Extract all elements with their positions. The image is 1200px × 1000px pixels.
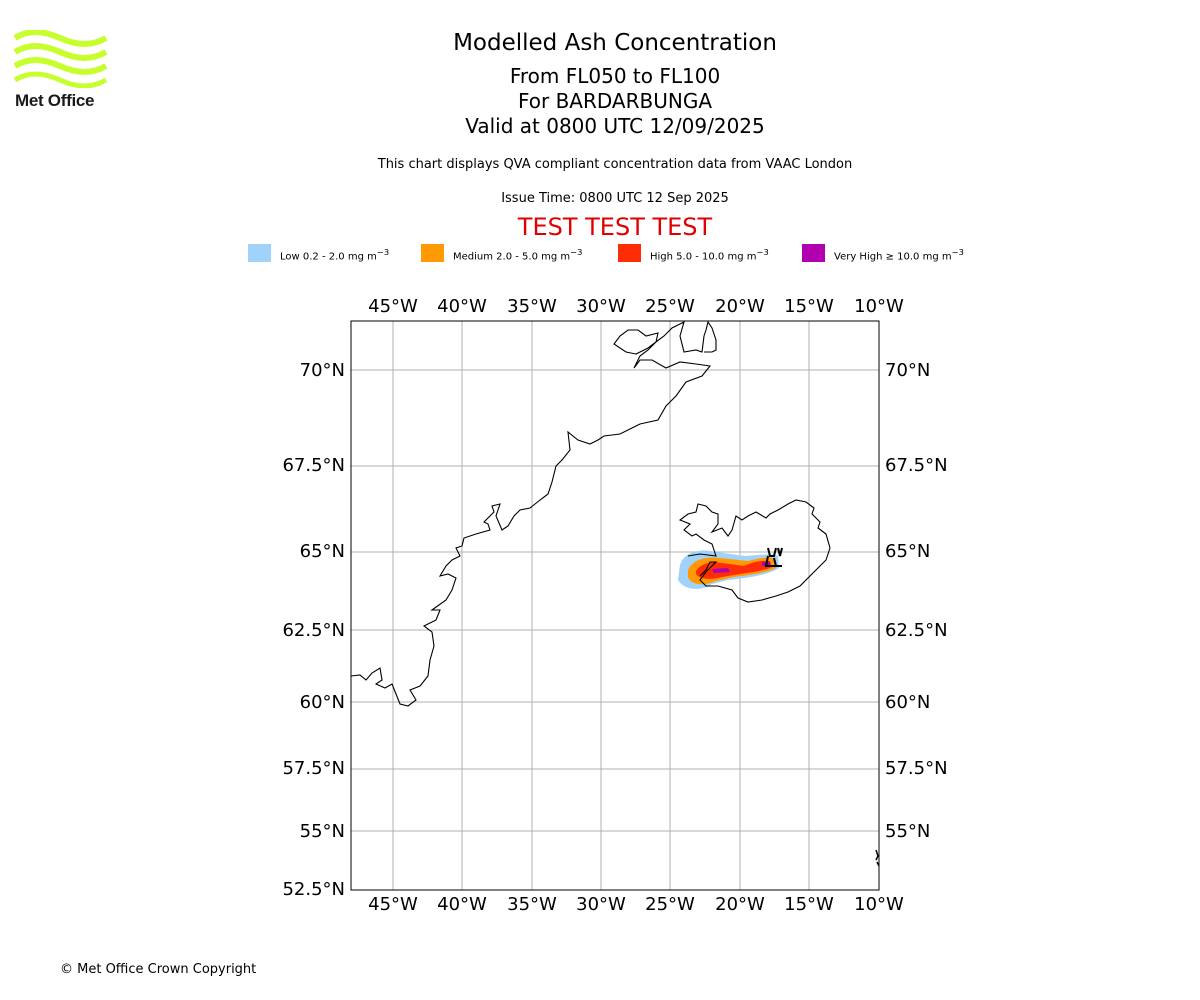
lat-ticks-right: 70°N 67.5°N 65°N 62.5°N 60°N 57.5°N 55°N — [885, 360, 948, 842]
iceland-coast — [678, 499, 831, 603]
chart-title: Modelled Ash Concentration — [453, 30, 777, 56]
copyright-notice: © Met Office Crown Copyright — [60, 962, 257, 977]
lon-tick-top: 35°W — [507, 296, 557, 317]
legend-label-low: Low 0.2 - 2.0 mg m−3 — [280, 247, 390, 263]
lon-tick-top: 15°W — [784, 296, 834, 317]
lon-tick-bottom: 15°W — [784, 894, 834, 915]
ash-cloud — [678, 550, 779, 589]
lon-tick-top: 25°W — [645, 296, 695, 317]
lat-tick-right: 65°N — [885, 541, 930, 562]
legend-label-very-high: Very High ≥ 10.0 mg m−3 — [834, 247, 964, 263]
lon-tick-bottom: 25°W — [645, 894, 695, 915]
volcano-marker — [764, 547, 783, 567]
lon-tick-top: 45°W — [368, 296, 418, 317]
met-office-wave-icon — [13, 29, 108, 89]
lat-tick-left: 62.5°N — [282, 620, 345, 641]
lat-tick-left: 60°N — [300, 692, 345, 713]
lat-tick-right: 62.5°N — [885, 620, 948, 641]
lon-tick-top: 10°W — [854, 296, 904, 317]
ash-high-area — [696, 560, 772, 579]
map-frame — [350, 320, 880, 891]
lon-tick-bottom: 40°W — [437, 894, 487, 915]
lat-ticks-left: 70°N 67.5°N 65°N 62.5°N 60°N 57.5°N 55°N… — [282, 360, 345, 900]
lon-ticks-top: 45°W 40°W 35°W 30°W 25°W 20°W 15°W 10°W — [368, 296, 904, 317]
flight-level: From FL050 to FL100 — [509, 64, 721, 88]
legend-swatch-medium — [421, 244, 444, 262]
lon-tick-bottom: 35°W — [507, 894, 557, 915]
lat-tick-right: 60°N — [885, 692, 930, 713]
lat-tick-right: 57.5°N — [885, 758, 948, 779]
lat-tick-right: 55°N — [885, 821, 930, 842]
lat-tick-left: 55°N — [300, 821, 345, 842]
valid-time: Valid at 0800 UTC 12/09/2025 — [465, 114, 765, 138]
compliance-note: This chart displays QVA compliant concen… — [377, 157, 853, 172]
legend: Low 0.2 - 2.0 mg m−3 Medium 2.0 - 5.0 mg… — [248, 244, 1008, 264]
lat-tick-left: 70°N — [300, 360, 345, 381]
lon-tick-bottom: 30°W — [576, 894, 626, 915]
ash-very-high-area — [712, 562, 770, 573]
lon-tick-top: 30°W — [576, 296, 626, 317]
legend-label-high: High 5.0 - 10.0 mg m−3 — [650, 247, 769, 263]
lon-tick-bottom: 20°W — [715, 894, 765, 915]
lon-tick-bottom: 10°W — [854, 894, 904, 915]
legend-label-medium: Medium 2.0 - 5.0 mg m−3 — [453, 247, 583, 263]
lat-tick-right: 70°N — [885, 360, 930, 381]
test-banner: TEST TEST TEST — [517, 213, 713, 241]
lat-tick-left: 57.5°N — [282, 758, 345, 779]
lat-tick-right: 67.5°N — [885, 455, 948, 476]
met-office-logo: Met Office — [13, 29, 108, 110]
logo-text: Met Office — [15, 91, 95, 110]
lon-ticks-bottom: 45°W 40°W 35°W 30°W 25°W 20°W 15°W 10°W — [368, 894, 904, 915]
chart-subtitle: From FL050 to FL100 For BARDARBUNGA Vali… — [315, 64, 915, 139]
lat-tick-left: 67.5°N — [282, 455, 345, 476]
legend-swatch-high — [618, 244, 641, 262]
greenland-coast — [351, 321, 717, 707]
lat-tick-left: 65°N — [300, 541, 345, 562]
lon-tick-top: 20°W — [715, 296, 765, 317]
gridlines — [351, 321, 879, 890]
legend-swatch-low — [248, 244, 271, 262]
issue-time: Issue Time: 0800 UTC 12 Sep 2025 — [501, 191, 729, 206]
lat-tick-left: 52.5°N — [282, 879, 345, 900]
coastlines — [351, 321, 879, 867]
volcano-name: For BARDARBUNGA — [517, 89, 713, 113]
legend-swatch-very-high — [802, 244, 825, 262]
lon-tick-top: 40°W — [437, 296, 487, 317]
lon-tick-bottom: 45°W — [368, 894, 418, 915]
